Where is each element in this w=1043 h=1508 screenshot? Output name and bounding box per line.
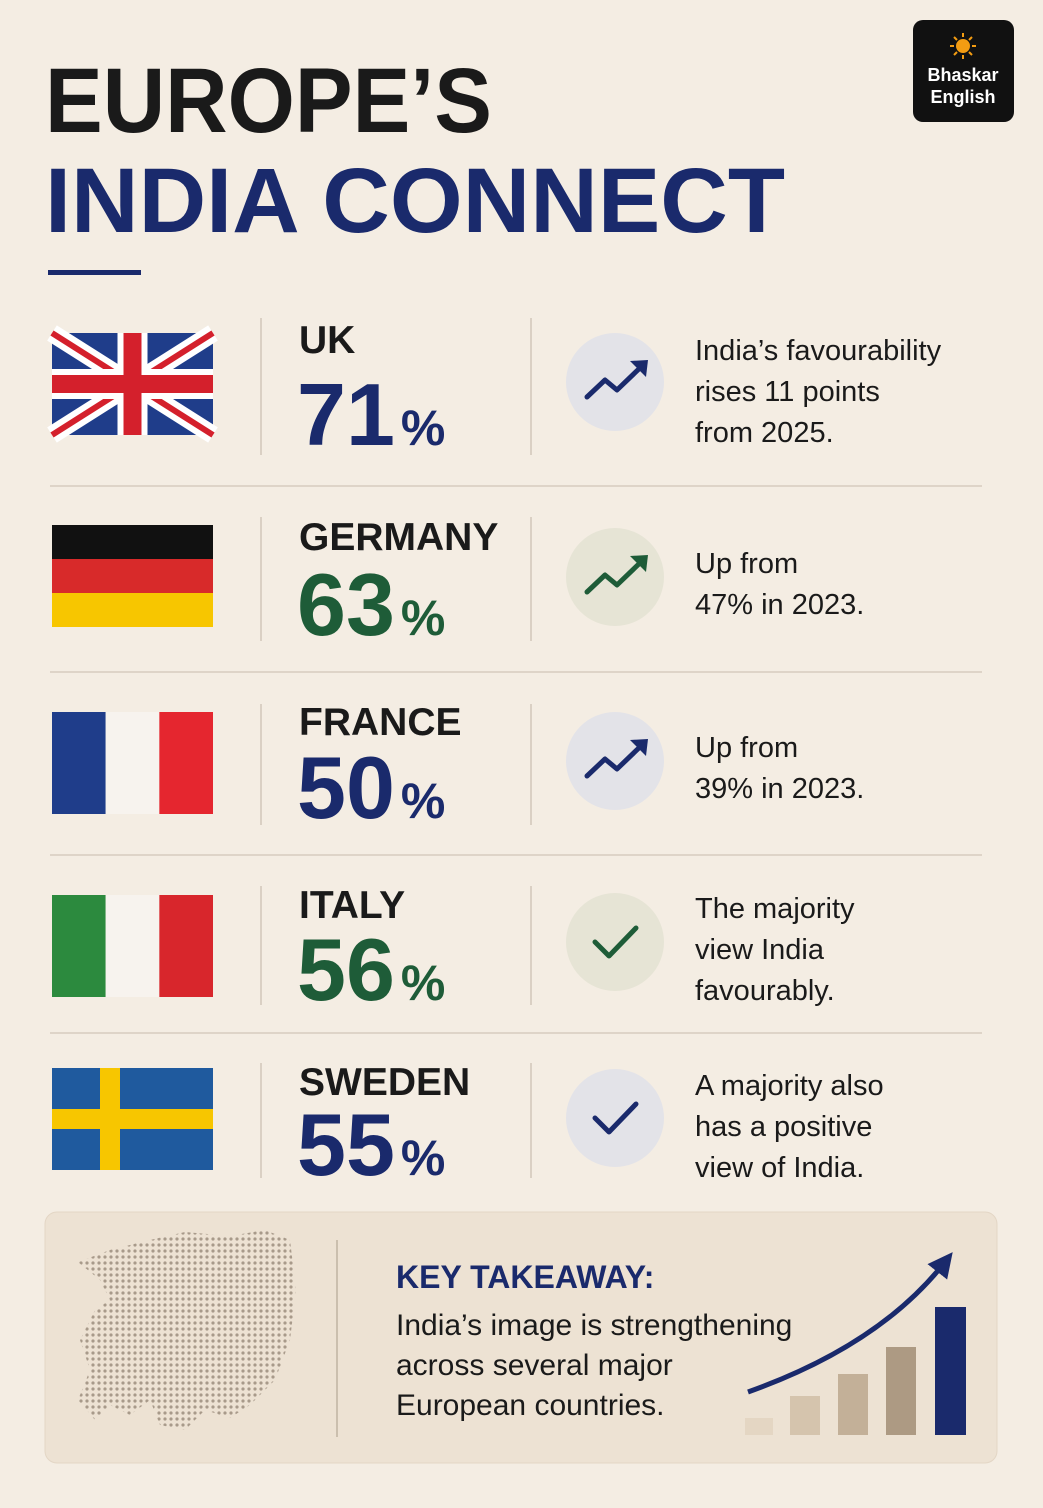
row-description: Up from <box>695 732 798 764</box>
takeaway-box: KEY TAKEAWAY: India’s image is strengthe… <box>44 1211 998 1464</box>
check-icon <box>592 925 639 959</box>
percentage: 63% <box>297 555 445 654</box>
percentage-unit: % <box>401 400 445 456</box>
percentage: 55% <box>297 1095 445 1194</box>
percentage-unit: % <box>401 955 445 1011</box>
row-description: favourably. <box>695 975 835 1007</box>
country-name: SWEDEN <box>299 1061 470 1104</box>
row-description: A majority also <box>695 1070 884 1102</box>
percentage-value: 55 <box>297 1095 395 1194</box>
title-underline <box>48 270 141 275</box>
row-description: India’s favourability <box>695 335 942 367</box>
flag <box>52 895 213 997</box>
takeaway-text: India’s image is strengthening <box>396 1309 792 1342</box>
trend-icon <box>584 363 645 400</box>
country-name: UK <box>299 319 355 362</box>
country-name: GERMANY <box>299 516 498 559</box>
percentage-unit: % <box>401 590 445 646</box>
flag <box>47 325 218 443</box>
growth-graphic <box>745 1252 966 1435</box>
row-description: from 2025. <box>695 417 834 449</box>
takeaway-text: European countries. <box>396 1389 665 1422</box>
check-icon <box>592 1101 639 1135</box>
trend-arrowhead <box>630 360 648 377</box>
row-description: has a positive <box>695 1111 872 1143</box>
takeaway-text: across several major <box>396 1349 673 1382</box>
trend-arrowhead <box>630 739 648 756</box>
row-description: 39% in 2023. <box>695 773 864 805</box>
icon-circle <box>566 893 664 991</box>
percentage-value: 63 <box>297 555 395 654</box>
trend-icon <box>584 558 645 595</box>
logo-text: Bhaskar <box>927 65 998 85</box>
percentage-unit: % <box>401 1130 445 1186</box>
icon-circle <box>566 712 664 810</box>
row-description: view India <box>695 934 825 966</box>
flag <box>52 525 213 627</box>
title-line: INDIA CONNECT <box>45 150 785 252</box>
icon-circle <box>566 528 664 626</box>
europe-map <box>78 1230 296 1430</box>
flag <box>52 712 213 814</box>
row-description: 47% in 2023. <box>695 589 864 621</box>
percentage-unit: % <box>401 773 445 829</box>
title-line: EUROPE’S <box>45 50 492 152</box>
country-name: FRANCE <box>299 701 462 744</box>
icon-circle <box>566 333 664 431</box>
percentage: 56% <box>297 920 445 1019</box>
row-description: view of India. <box>695 1152 864 1184</box>
logo: Bhaskar English <box>913 20 1014 122</box>
icon-circle <box>566 1069 664 1167</box>
percentage: 71% <box>297 365 445 464</box>
row-description: The majority <box>695 893 855 925</box>
flag <box>52 1068 213 1170</box>
trend-icon <box>584 742 645 779</box>
takeaway-title: KEY TAKEAWAY: <box>396 1259 654 1295</box>
percentage-value: 50 <box>297 738 395 837</box>
country-name: ITALY <box>299 884 405 927</box>
row-description: Up from <box>695 548 798 580</box>
row-description: rises 11 points <box>695 376 880 408</box>
logo-text: English <box>930 87 995 107</box>
percentage-value: 71 <box>297 365 395 464</box>
trend-arrowhead <box>630 555 648 572</box>
percentage: 50% <box>297 738 445 837</box>
percentage-value: 56 <box>297 920 395 1019</box>
